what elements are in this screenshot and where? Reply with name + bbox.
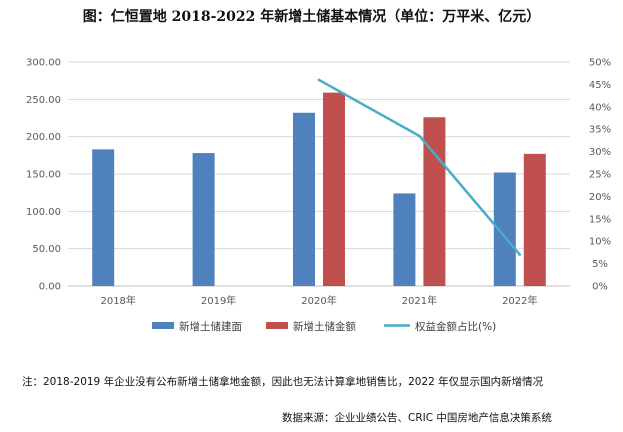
y-right-tick-label: 10% xyxy=(589,237,611,248)
y-left-tick-label: 50.00 xyxy=(32,244,61,255)
bar-amount xyxy=(323,92,345,286)
legend-label: 新增土储建面 xyxy=(179,320,242,333)
ratio-point xyxy=(518,253,521,256)
bar-area xyxy=(393,193,416,286)
x-tick-label: 2022年 xyxy=(502,294,537,307)
y-right-tick-label: 45% xyxy=(589,80,611,91)
legend-label: 权益金额占比(%) xyxy=(415,320,496,333)
ratio-point xyxy=(317,78,321,82)
bar-area xyxy=(493,172,516,286)
legend-label: 新增土储金额 xyxy=(293,320,356,333)
bar-area xyxy=(92,149,115,286)
y-right-tick-label: 0% xyxy=(592,282,608,293)
ratio-point xyxy=(418,134,421,138)
y-right-tick-label: 50% xyxy=(589,58,611,69)
bar-area xyxy=(293,112,315,286)
y-right-tick-label: 15% xyxy=(589,214,611,225)
y-right-tick-label: 30% xyxy=(589,147,611,158)
chart-title: 图：仁恒置地 2018-2022 年新增土储基本情况（单位：万平米、亿元） xyxy=(82,9,541,25)
x-tick-label: 2018年 xyxy=(100,294,135,307)
y-left-tick-label: 300.00 xyxy=(26,58,61,69)
y-right-tick-label: 5% xyxy=(592,259,608,270)
x-tick-label: 2021年 xyxy=(402,294,437,307)
y-left-tick-label: 200.00 xyxy=(26,132,61,143)
ratio-line xyxy=(317,78,522,256)
chart-note: 注：2018-2019 年企业没有公布新增土储拿地金额，因此也无法计算拿地销售比… xyxy=(22,376,544,388)
bar-amount xyxy=(423,117,446,287)
bar-area xyxy=(192,153,215,286)
chart-source: 数据来源：企业业绩公告、CRIC 中国房地产信息决策系统 xyxy=(282,412,552,424)
legend-swatch xyxy=(266,322,288,329)
y-right-tick-label: 25% xyxy=(589,170,611,181)
y-left-tick-label: 100.00 xyxy=(26,207,61,218)
y-left-tick-label: 250.00 xyxy=(26,95,61,106)
combo-chart: 0.00 50.00 100.00 150.00 200.00 250.00 300.00 0… xyxy=(26,58,611,334)
y-left-tick-label: 150.00 xyxy=(26,170,61,181)
x-tick-label: 2020年 xyxy=(301,294,336,307)
bar-amount xyxy=(523,153,546,286)
y-right-tick-label: 40% xyxy=(589,102,611,113)
x-tick-label: 2019年 xyxy=(201,294,236,307)
y-right-tick-label: 20% xyxy=(589,192,611,203)
y-left-tick-label: 0.00 xyxy=(39,282,61,293)
y-right-tick-label: 35% xyxy=(589,125,611,136)
legend-swatch xyxy=(152,322,174,329)
